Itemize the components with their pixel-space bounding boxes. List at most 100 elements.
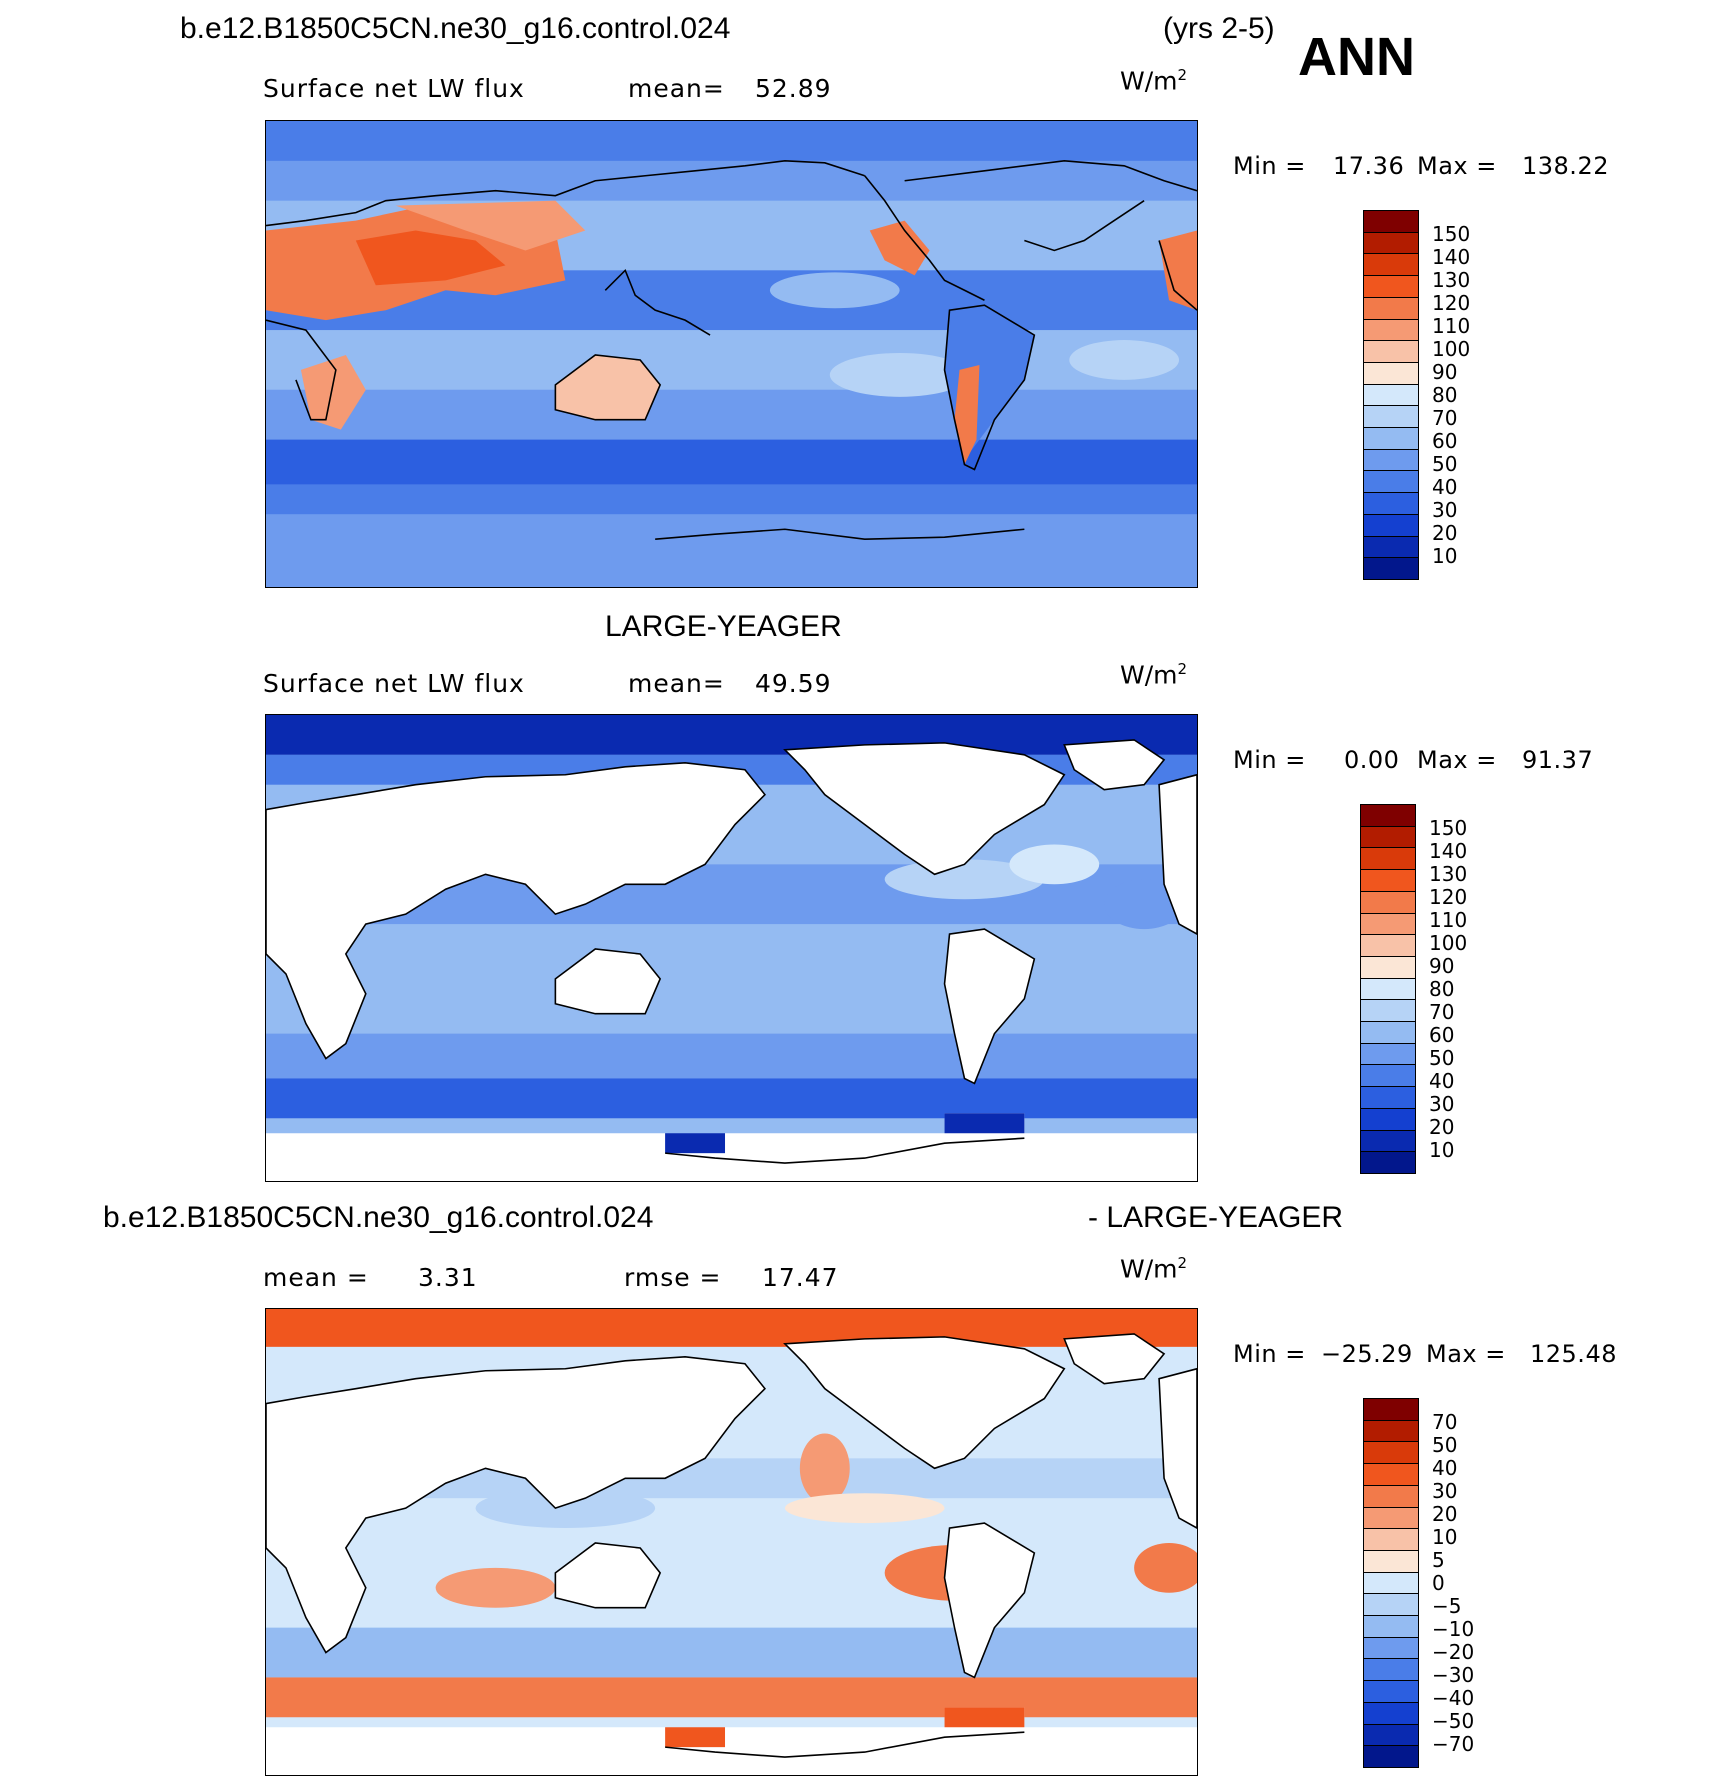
colorbar-tick-label: 60 [1432, 429, 1458, 454]
panel2-colorbar [1360, 804, 1416, 1174]
colorbar-tick-label: 80 [1432, 382, 1458, 407]
panel1-colorbar-labels: 150 140 130 120 110 100 90 80 70 60 50 40 30 20 10 [1432, 222, 1470, 568]
colorbar-swatch [1364, 384, 1418, 407]
colorbar-swatch [1364, 428, 1418, 450]
panel3-title-left: b.e12.B1850C5CN.ne30_g16.control.024 [103, 1201, 654, 1234]
colorbar-tick-label: 20 [1432, 1501, 1458, 1526]
panel1-colorbar [1363, 210, 1419, 580]
colorbar-tick-label: 70 [1432, 406, 1458, 431]
colorbar-swatch [1361, 935, 1415, 957]
colorbar-tick-label: 120 [1432, 290, 1471, 315]
colorbar-swatch [1364, 1702, 1418, 1725]
colorbar-swatch [1364, 1746, 1418, 1767]
panel3-min-label: Min = [1233, 1340, 1306, 1368]
colorbar-tick-label: 10 [1432, 1524, 1458, 1549]
colorbar-swatch [1364, 341, 1418, 363]
panel3-title-right: - LARGE-YEAGER [1088, 1201, 1344, 1234]
colorbar-tick-label: 40 [1432, 1455, 1458, 1480]
colorbar-swatch [1364, 1529, 1418, 1551]
colorbar-tick-label: 90 [1429, 953, 1455, 978]
map-panel-case [265, 120, 1198, 588]
panel3-max-label: Max = [1426, 1340, 1506, 1368]
panel3-rmse-label: rmse = [624, 1263, 722, 1292]
colorbar-swatch [1364, 276, 1418, 298]
colorbar-tick-label: 70 [1429, 1000, 1455, 1025]
colorbar-swatch [1364, 232, 1418, 255]
panel2-units: W/m2 [1120, 660, 1188, 690]
colorbar-swatch [1364, 297, 1418, 320]
colorbar-swatch [1364, 1420, 1418, 1443]
colorbar-swatch [1364, 514, 1418, 537]
panel2-max-value: 91.37 [1522, 746, 1594, 774]
colorbar-tick-label: 90 [1432, 359, 1458, 384]
colorbar-tick-label: 40 [1429, 1069, 1455, 1094]
colorbar-tick-label: 30 [1429, 1092, 1455, 1117]
panel2-variable: Surface net LW flux [263, 669, 525, 698]
colorbar-swatch [1361, 805, 1415, 827]
colorbar-swatch [1364, 1637, 1418, 1660]
colorbar-swatch [1364, 406, 1418, 429]
panel1-mean-value: 52.89 [755, 74, 832, 103]
colorbar-tick-label: 0 [1432, 1570, 1445, 1595]
panel2-mean-value: 49.59 [755, 669, 832, 698]
colorbar-swatch [1364, 1659, 1418, 1682]
colorbar-swatch [1364, 471, 1418, 494]
colorbar-swatch [1364, 254, 1418, 277]
colorbar-tick-label: 60 [1429, 1023, 1455, 1048]
colorbar-swatch [1361, 826, 1415, 849]
panel3-mean-label: mean = [263, 1263, 369, 1292]
colorbar-tick-label: −50 [1432, 1709, 1475, 1734]
colorbar-swatch [1364, 1572, 1418, 1595]
panel3-mean-value: 3.31 [418, 1263, 478, 1292]
colorbar-swatch [1364, 1507, 1418, 1530]
colorbar-swatch [1361, 956, 1415, 979]
panel3-rmse-value: 17.47 [762, 1263, 839, 1292]
panel1-min-label: Min = [1233, 152, 1306, 180]
colorbar-tick-label: 80 [1429, 976, 1455, 1001]
colorbar-tick-label: −5 [1432, 1594, 1462, 1619]
colorbar-tick-label: 150 [1432, 221, 1471, 246]
colorbar-swatch [1361, 1000, 1415, 1023]
colorbar-tick-label: −40 [1432, 1686, 1475, 1711]
panel1-units: W/m2 [1120, 66, 1188, 96]
colorbar-swatch [1364, 536, 1418, 559]
case-title: b.e12.B1850C5CN.ne30_g16.control.024 [180, 12, 731, 45]
colorbar-tick-label: 20 [1429, 1115, 1455, 1140]
colorbar-tick-label: 50 [1432, 1432, 1458, 1457]
colorbar-swatch [1364, 362, 1418, 385]
colorbar-swatch [1364, 1485, 1418, 1508]
colorbar-swatch [1361, 1152, 1415, 1173]
panel2-mean-label: mean= [628, 669, 725, 698]
colorbar-tick-label: 150 [1429, 815, 1468, 840]
colorbar-tick-label: −30 [1432, 1663, 1475, 1688]
colorbar-tick-label: 5 [1432, 1547, 1445, 1572]
colorbar-swatch [1364, 1550, 1418, 1573]
colorbar-swatch [1361, 870, 1415, 892]
colorbar-swatch [1364, 1681, 1418, 1703]
colorbar-tick-label: 110 [1432, 313, 1471, 338]
colorbar-swatch [1364, 449, 1418, 472]
colorbar-swatch [1364, 319, 1418, 342]
colorbar-tick-label: 100 [1432, 336, 1471, 361]
panel2-max-label: Max = [1417, 746, 1497, 774]
colorbar-tick-label: 130 [1429, 861, 1468, 886]
panel2-min-value: 0.00 [1344, 746, 1400, 774]
colorbar-swatch [1364, 558, 1418, 579]
panel1-min-value: 17.36 [1333, 152, 1405, 180]
colorbar-swatch [1364, 1616, 1418, 1638]
panel2-min-label: Min = [1233, 746, 1306, 774]
colorbar-swatch [1364, 1442, 1418, 1465]
map-panel-diff [265, 1308, 1198, 1776]
panel2-title: LARGE-YEAGER [605, 610, 842, 643]
colorbar-swatch [1364, 1464, 1418, 1486]
colorbar-swatch [1361, 1065, 1415, 1088]
colorbar-tick-label: 100 [1429, 930, 1468, 955]
season-label: ANN [1298, 27, 1415, 87]
panel3-units: W/m2 [1120, 1254, 1188, 1284]
colorbar-tick-label: 110 [1429, 907, 1468, 932]
colorbar-tick-label: 130 [1432, 267, 1471, 292]
map-panel-obs [265, 714, 1198, 1182]
panel3-colorbar [1363, 1398, 1419, 1768]
panel1-variable: Surface net LW flux [263, 74, 525, 103]
colorbar-swatch [1364, 1594, 1418, 1617]
